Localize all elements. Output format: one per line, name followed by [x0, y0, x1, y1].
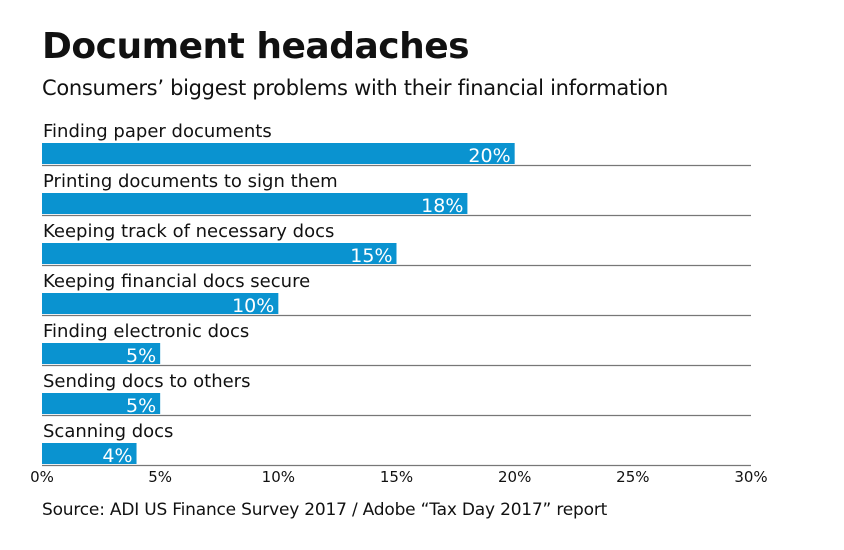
category-label: Sending docs to others [43, 371, 250, 392]
category-label: Scanning docs [43, 421, 173, 442]
bar [42, 393, 161, 414]
value-label: 10% [232, 295, 274, 317]
value-label: 5% [126, 395, 156, 417]
value-label: 4% [102, 445, 132, 467]
chart-subtitle: Consumers’ biggest problems with their f… [42, 76, 668, 100]
bar [42, 293, 279, 314]
bar [42, 443, 137, 464]
category-label: Keeping track of necessary docs [43, 221, 334, 242]
value-label: 20% [468, 145, 510, 167]
x-tick-label: 30% [734, 468, 767, 486]
x-tick-label: 0% [30, 468, 54, 486]
category-label: Finding electronic docs [43, 321, 249, 342]
bar [42, 193, 468, 214]
category-label: Printing documents to sign them [43, 171, 338, 192]
value-label: 15% [350, 245, 392, 267]
chart-title: Document headaches [42, 26, 470, 67]
category-label: Keeping financial docs secure [43, 271, 310, 292]
category-label: Finding paper documents [43, 121, 272, 142]
value-label: 18% [421, 195, 463, 217]
bar [42, 243, 397, 264]
x-tick-label: 25% [616, 468, 649, 486]
x-tick-label: 15% [380, 468, 413, 486]
bar [42, 143, 515, 164]
x-tick-label: 10% [262, 468, 295, 486]
x-tick-label: 20% [498, 468, 531, 486]
source-note: Source: ADI US Finance Survey 2017 / Ado… [42, 500, 608, 520]
value-label: 5% [126, 345, 156, 367]
bar [42, 343, 161, 364]
x-tick-label: 5% [148, 468, 172, 486]
